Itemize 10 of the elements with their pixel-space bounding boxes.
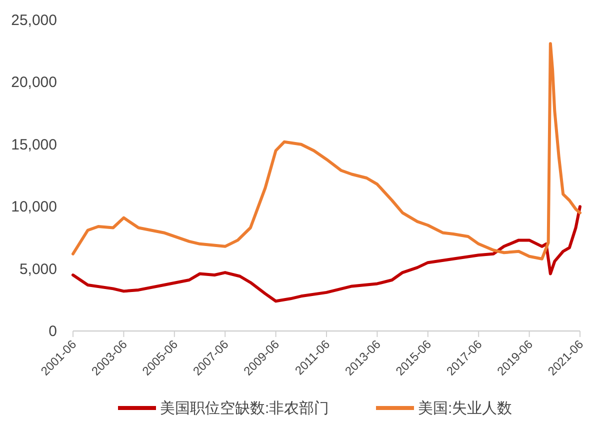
legend-label: 美国职位空缺数:非农部门: [160, 400, 330, 417]
y-tick-label: 10,000: [11, 198, 57, 216]
y-tick-label: 20,000: [11, 74, 57, 92]
line-series: [72, 205, 582, 303]
legend-label: 美国:失业人数: [418, 400, 512, 417]
y-tick-label: 0: [48, 323, 57, 340]
line-series: [72, 42, 582, 260]
y-tick-label: 5,000: [19, 260, 57, 278]
y-tick-label: 15,000: [11, 136, 57, 154]
y-tick-label: 25,000: [11, 12, 57, 29]
